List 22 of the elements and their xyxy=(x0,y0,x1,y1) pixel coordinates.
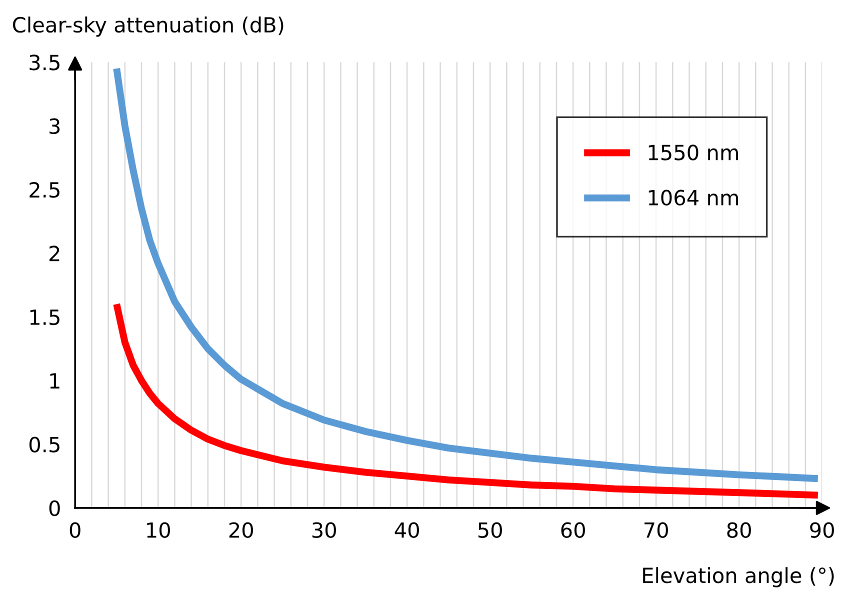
y-tick-label: 3 xyxy=(50,118,60,134)
x-tick-label: 50 xyxy=(478,522,502,538)
y-tick-label: 3.5 xyxy=(30,54,60,70)
x-tick-label: 80 xyxy=(727,522,751,538)
y-tick-label: 0 xyxy=(49,500,60,516)
y-tick-label: 2.5 xyxy=(30,182,60,198)
y-tick-label: 0.5 xyxy=(29,436,60,452)
x-tick-label: 30 xyxy=(312,522,336,538)
x-tick-label: 70 xyxy=(644,522,668,538)
legend-label: 1550 nm xyxy=(648,144,738,160)
x-tick-label: 0 xyxy=(70,522,80,538)
legend-label: 1064 nm xyxy=(648,190,738,206)
x-tick-label: 20 xyxy=(229,522,253,538)
y-tick-label: 2 xyxy=(50,246,60,262)
y-tick-label: 1 xyxy=(50,373,60,388)
x-tick-label: 90 xyxy=(810,522,834,538)
x-tick-label: 10 xyxy=(147,522,170,538)
x-tick-label: 40 xyxy=(394,522,419,538)
x-axis-title: Elevation angle (°) xyxy=(643,567,834,588)
y-axis-title: Clear-sky attenuation (dB) xyxy=(12,16,284,37)
y-tick-label: 1.5 xyxy=(30,310,60,326)
x-tick-label: 60 xyxy=(561,522,585,538)
